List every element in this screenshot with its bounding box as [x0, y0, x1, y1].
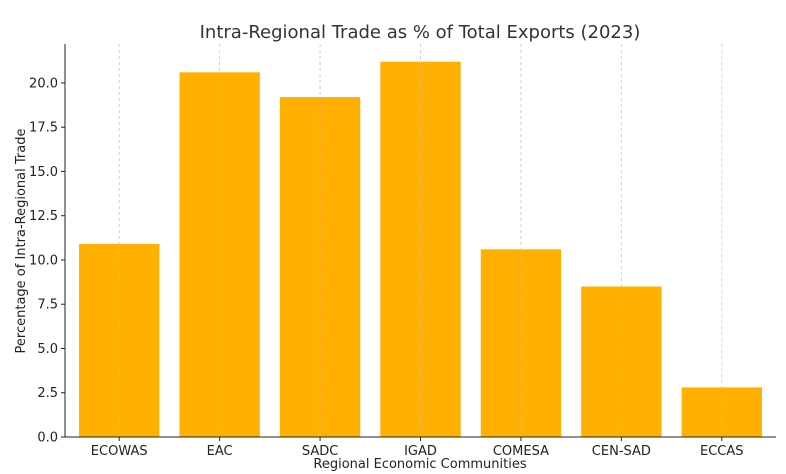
y-axis-label: Percentage of Intra-Regional Trade: [14, 129, 29, 354]
bars: [79, 44, 762, 438]
bar-comesa: [480, 249, 562, 437]
x-tick-label: ECOWAS: [91, 444, 148, 459]
y-tick-label: 17.5: [29, 121, 58, 136]
y-tick-label: 20.0: [29, 76, 58, 91]
y-tick-label: 7.5: [37, 298, 58, 313]
x-axis-label: Regional Economic Communities: [313, 457, 526, 472]
x-tick-label: COMESA: [493, 444, 549, 459]
y-ticks: 0.0 2.5 5.0 7.5 10.0 12.5 15.0 17.5 20.0: [29, 76, 65, 446]
x-tick-label: ECCAS: [700, 444, 744, 459]
x-tick-label: EAC: [207, 444, 233, 459]
x-tick-label: CEN-SAD: [592, 444, 651, 459]
y-tick-label: 15.0: [29, 165, 58, 180]
x-tick-label: IGAD: [404, 444, 437, 459]
y-tick-label: 5.0: [37, 342, 58, 357]
y-tick-label: 2.5: [37, 386, 58, 401]
y-tick-label: 0.0: [37, 431, 58, 446]
x-ticks: ECOWAS EAC SADC IGAD COMESA CEN-SAD ECCAS: [91, 437, 744, 459]
y-tick-label: 10.0: [29, 253, 58, 268]
y-tick-label: 12.5: [29, 209, 58, 224]
x-tick-label: SADC: [302, 444, 338, 459]
chart-title: Intra-Regional Trade as % of Total Expor…: [200, 22, 641, 43]
